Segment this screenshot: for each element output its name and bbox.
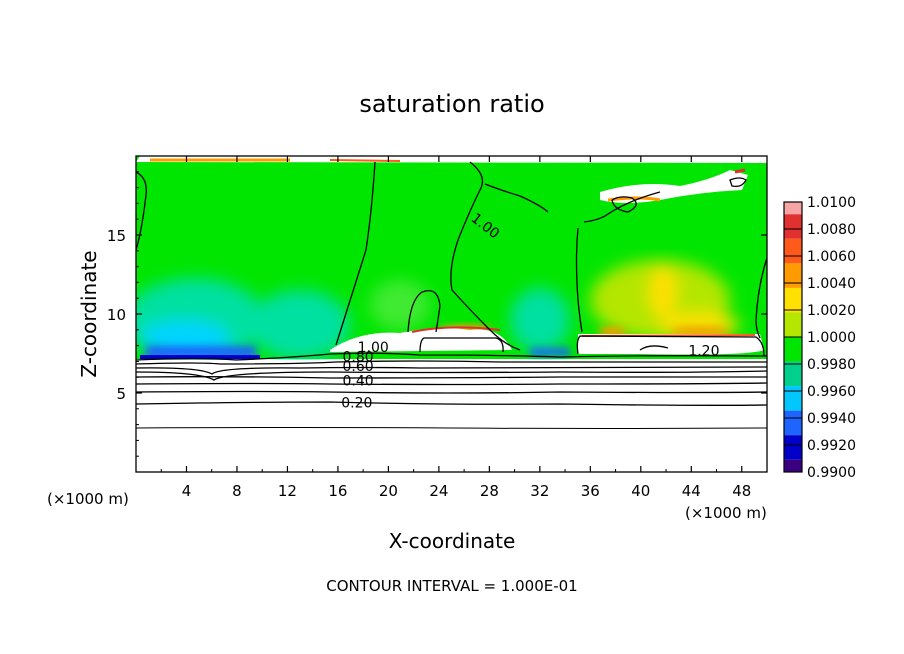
contour-label: 0.40 (343, 373, 374, 389)
contour-label: 0.80 (343, 350, 374, 366)
y-tick-label: 15 (107, 227, 126, 245)
contour-label: 1.00 (358, 340, 389, 356)
x-tick-label: 44 (682, 482, 701, 500)
contour-label: 0.60 (343, 359, 374, 375)
x-axis: 4 8 12 16 20 24 28 32 36 40 44 48 (160, 156, 751, 500)
colorbar-swatch (784, 263, 802, 288)
colorbar-swatch (784, 312, 802, 337)
colorbar: 1.0100 1.0080 1.0060 1.0040 1.0020 1.0000 0.99… (783, 195, 856, 481)
colorbar-label: 0.9960 (807, 384, 856, 400)
x-tick-label: 32 (530, 482, 549, 500)
y-tick-label: 5 (116, 385, 126, 403)
colorbar-swatch (784, 386, 802, 411)
x-tick-label: 4 (182, 482, 192, 500)
x-tick-label: 24 (429, 482, 448, 500)
x-unit-right: (×1000 m) (685, 504, 767, 522)
colorbar-label: 1.0020 (807, 303, 856, 319)
colorbar-label: 1.0100 (807, 195, 856, 211)
x-tick-label: 16 (328, 482, 347, 500)
colorbar-label: 0.9900 (807, 465, 856, 481)
colorbar-label: 1.0060 (807, 249, 856, 265)
colorbar-label: 0.9980 (807, 357, 856, 373)
x-tick-label: 28 (480, 482, 499, 500)
x-tick-label: 12 (278, 482, 297, 500)
colorbar-label: 0.9940 (807, 411, 856, 427)
x-tick-label: 8 (232, 482, 242, 500)
colorbar-swatch (784, 214, 802, 239)
colorbar-swatch (784, 337, 802, 362)
contour-field (136, 156, 767, 472)
y-axis: 5 10 15 (107, 171, 767, 457)
colorbar-label: 1.0080 (807, 222, 856, 238)
y-axis-label: Z-coordinate (77, 250, 101, 377)
x-tick-label: 36 (581, 482, 600, 500)
colorbar-swatch (784, 238, 802, 264)
colorbar-swatch (784, 361, 802, 387)
colorbar-label: 0.9920 (807, 438, 856, 454)
x-axis-label: X-coordinate (389, 529, 516, 553)
contour-interval-footer: CONTOUR INTERVAL = 1.000E-01 (326, 577, 577, 595)
x-tick-label: 20 (379, 482, 398, 500)
contour-label: 0.20 (341, 395, 372, 411)
colorbar-swatch (784, 202, 802, 215)
x-unit-left: (×1000 m) (47, 490, 129, 508)
colorbar-label: 1.0040 (807, 276, 856, 292)
chart-title: saturation ratio (359, 90, 544, 118)
colorbar-swatch (784, 435, 802, 460)
y-tick-label: 10 (107, 306, 126, 324)
colorbar-swatch (784, 287, 802, 313)
contour-label: 1.20 (688, 343, 719, 359)
x-tick-label: 48 (732, 482, 751, 500)
x-tick-label: 40 (631, 482, 650, 500)
colorbar-swatch (784, 459, 802, 472)
colorbar-swatch (784, 410, 802, 436)
colorbar-label: 1.0000 (807, 330, 856, 346)
